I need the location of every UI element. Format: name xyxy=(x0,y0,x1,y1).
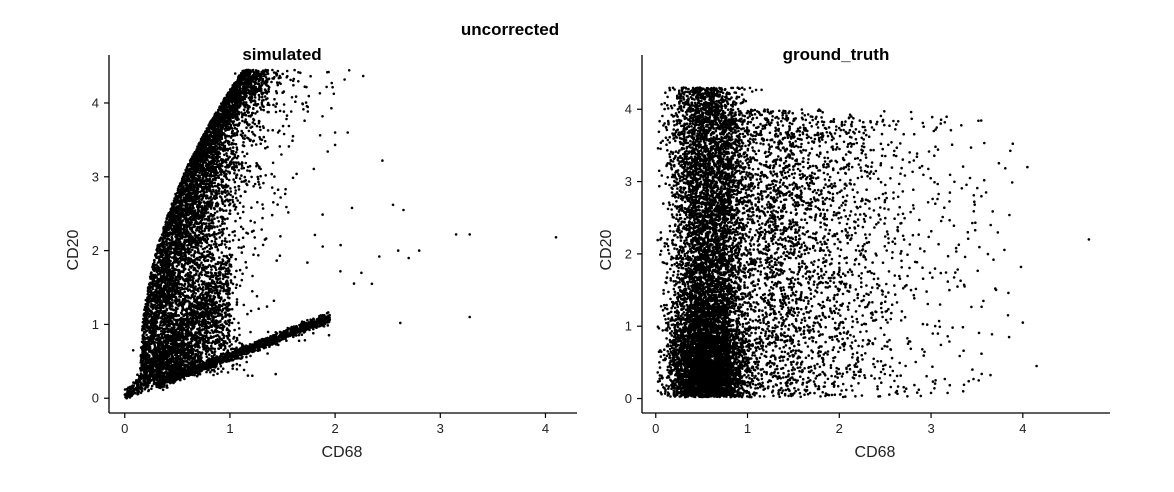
scatter-point xyxy=(454,233,458,236)
scatter-point xyxy=(934,128,937,131)
x-ticks-ground-truth: 0 1 2 3 4 xyxy=(652,413,1026,436)
y-tick-label: 0 xyxy=(625,391,632,406)
scatter-point xyxy=(396,249,400,252)
scatter-point-cloud xyxy=(123,68,365,400)
y-tick-label: 4 xyxy=(92,95,99,110)
panel-simulated: simulated 0 1 2 3 4 0 1 2 3 4 CD68 CD20 xyxy=(65,45,577,461)
x-tick-label: 0 xyxy=(652,421,659,436)
scatter-point xyxy=(291,134,295,138)
y-tick-label: 2 xyxy=(625,246,632,261)
panel-ground-truth: ground_truth 0 1 2 3 4 0 1 2 3 4 CD68 CD20 xyxy=(598,45,1110,461)
outlier-points-simulated xyxy=(131,72,558,352)
scatter-point xyxy=(948,288,951,292)
y-tick-label: 3 xyxy=(92,169,99,184)
scatter-point xyxy=(468,233,472,236)
x-tick-label: 2 xyxy=(331,421,338,436)
outlier-points-ground-truth xyxy=(934,121,1091,393)
scatter-point xyxy=(402,208,405,212)
scatter-point xyxy=(1021,321,1025,324)
x-axis-label-simulated: CD68 xyxy=(322,444,363,461)
y-tick-label: 1 xyxy=(92,317,99,332)
x-tick-label: 3 xyxy=(927,421,934,436)
y-ticks-simulated: 0 1 2 3 4 xyxy=(92,95,109,406)
scatter-point xyxy=(984,191,988,194)
y-axis-label-ground-truth: CD20 xyxy=(598,229,615,270)
scatter-point xyxy=(321,115,324,118)
x-tick-label: 4 xyxy=(542,421,549,436)
scatter-point xyxy=(989,223,992,227)
x-tick-label: 4 xyxy=(1019,421,1026,436)
scatter-point xyxy=(1026,165,1029,169)
scatter-point xyxy=(378,255,381,258)
y-tick-label: 0 xyxy=(92,391,99,406)
x-tick-label: 0 xyxy=(121,421,128,436)
x-tick-label: 2 xyxy=(836,421,843,436)
scatter-point xyxy=(360,271,363,275)
scatter-point xyxy=(399,321,402,325)
scatter-point xyxy=(407,256,411,260)
y-tick-label: 2 xyxy=(92,243,99,258)
scatter-point xyxy=(994,287,997,290)
y-axis-label-simulated: CD20 xyxy=(65,229,82,270)
scatter-point xyxy=(992,258,995,262)
scatter-point xyxy=(961,390,965,393)
y-tick-label: 4 xyxy=(625,102,632,117)
x-tick-label: 1 xyxy=(744,421,751,436)
scatter-point xyxy=(1007,335,1011,339)
scatter-point xyxy=(1087,238,1091,241)
scatter-point xyxy=(1035,364,1038,368)
x-tick-label: 1 xyxy=(226,421,233,436)
scatter-point xyxy=(262,105,265,108)
panel-title-ground-truth: ground_truth xyxy=(783,45,890,64)
scatter-point xyxy=(417,249,421,252)
scatter-point xyxy=(333,131,337,134)
x-ticks-simulated: 0 1 2 3 4 xyxy=(121,413,549,436)
figure-title: uncorrected xyxy=(461,20,559,39)
y-tick-label: 1 xyxy=(625,319,632,334)
scatter-point xyxy=(966,230,970,234)
x-axis-label-ground-truth: CD68 xyxy=(855,444,896,461)
scatter-point-cloud xyxy=(656,86,1015,399)
y-ticks-ground-truth: 0 1 2 3 4 xyxy=(625,102,642,406)
panel-title-simulated: simulated xyxy=(242,45,321,64)
scatter-point xyxy=(391,203,395,207)
scatter-point xyxy=(943,121,947,124)
scatter-point xyxy=(381,159,384,162)
scatter-point xyxy=(468,315,472,319)
scatter-point xyxy=(971,368,974,371)
scatter-point xyxy=(233,72,237,75)
y-tick-label: 3 xyxy=(625,174,632,189)
scatter-point xyxy=(346,131,350,134)
scatter-point xyxy=(131,349,135,352)
scatter-point xyxy=(370,282,374,286)
scatter-points-simulated xyxy=(123,68,365,400)
scatter-point xyxy=(1019,265,1023,269)
scatter-points-ground-truth xyxy=(656,86,1015,399)
scatter-point xyxy=(554,236,558,239)
scatter-point xyxy=(339,270,342,273)
x-tick-label: 3 xyxy=(437,421,444,436)
scatter-point xyxy=(980,352,983,356)
